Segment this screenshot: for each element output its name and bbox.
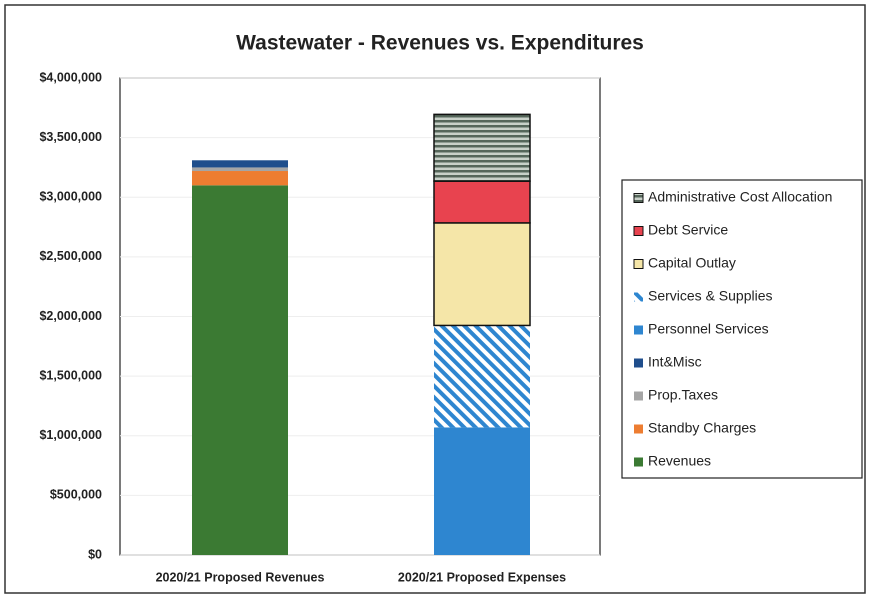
legend-label: Int&Misc xyxy=(648,354,702,370)
y-tick-label: $0 xyxy=(88,547,102,561)
y-tick-label: $500,000 xyxy=(50,488,102,502)
legend-label: Standby Charges xyxy=(648,420,756,436)
legend-label: Debt Service xyxy=(648,222,728,238)
bar-segment xyxy=(433,180,531,224)
legend-swatch xyxy=(634,358,643,368)
legend-swatch xyxy=(633,226,644,236)
legend-box xyxy=(621,179,863,479)
bar-segment xyxy=(192,185,288,555)
legend-swatch xyxy=(634,457,643,467)
x-tick-label: 2020/21 Proposed Revenues xyxy=(156,570,325,584)
x-tick-label: 2020/21 Proposed Expenses xyxy=(398,570,566,584)
bar-segment xyxy=(433,222,531,327)
bar-segment xyxy=(434,325,530,428)
legend-swatch xyxy=(634,424,643,434)
legend-label: Capital Outlay xyxy=(648,255,736,271)
bar-segment xyxy=(192,167,288,172)
legend-swatch xyxy=(633,259,644,269)
y-tick-label: $3,500,000 xyxy=(39,130,102,144)
y-tick-label: $1,500,000 xyxy=(39,368,102,382)
legend-label: Revenues xyxy=(648,453,711,469)
legend-label: Personnel Services xyxy=(648,321,769,337)
y-tick-label: $2,000,000 xyxy=(39,309,102,323)
bar-segment xyxy=(192,171,288,186)
legend-label: Administrative Cost Allocation xyxy=(648,189,832,205)
y-tick-label: $2,500,000 xyxy=(39,249,102,263)
y-tick-label: $1,000,000 xyxy=(39,428,102,442)
legend-swatch xyxy=(634,325,643,335)
bar-segment xyxy=(434,427,530,555)
legend-label: Prop.Taxes xyxy=(648,387,718,403)
chart-title: Wastewater - Revenues vs. Expenditures xyxy=(236,32,644,55)
legend-swatch xyxy=(634,391,643,401)
legend-swatch xyxy=(633,193,644,203)
y-tick-label: $4,000,000 xyxy=(39,70,102,84)
bar-segment xyxy=(433,113,531,182)
legend-swatch xyxy=(634,292,643,302)
y-tick-label: $3,000,000 xyxy=(39,190,102,204)
legend-label: Services & Supplies xyxy=(648,288,773,304)
bar-segment xyxy=(192,160,288,168)
